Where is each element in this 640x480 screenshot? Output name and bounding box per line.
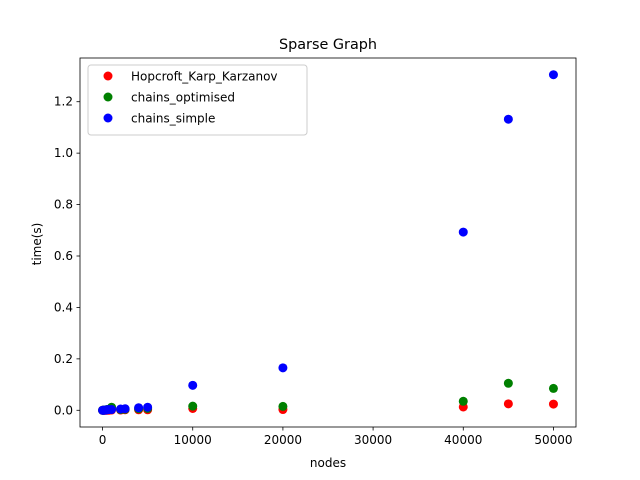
data-point — [188, 380, 198, 390]
plot-area: 0 10000 20000 30000 40000 50000 0.0 0.2 0.4 0.6 0.… — [54, 57, 577, 447]
x-tick-label: 40000 — [444, 433, 482, 447]
axes-frame — [79, 57, 577, 428]
data-point — [278, 363, 288, 373]
legend-marker — [103, 71, 113, 81]
data-point — [548, 70, 558, 80]
legend-marker — [103, 113, 113, 123]
y-tick-label: 0.2 — [54, 352, 73, 366]
data-point — [503, 114, 513, 124]
data-point — [503, 399, 513, 409]
x-tick-label: 20000 — [264, 433, 302, 447]
data-point — [107, 405, 117, 415]
x-tick-label: 30000 — [354, 433, 392, 447]
x-tick-label: 50000 — [534, 433, 572, 447]
data-point — [503, 378, 513, 388]
legend-label: chains_optimised — [131, 91, 235, 105]
chart-title: Sparse Graph — [279, 37, 377, 53]
y-tick-label: 0.4 — [54, 300, 73, 314]
legend-marker — [103, 92, 113, 102]
x-tick-label: 0 — [99, 433, 107, 447]
data-point — [134, 403, 144, 413]
data-point — [278, 401, 288, 411]
legend: Hopcroft_Karp_Karzanov chains_optimisedch… — [87, 64, 308, 136]
data-point — [120, 404, 130, 414]
y-tick-label: 1.2 — [54, 95, 73, 109]
data-point — [548, 399, 558, 409]
data-point — [458, 396, 468, 406]
x-tick-label: 10000 — [174, 433, 212, 447]
series-2-points — [98, 70, 558, 415]
y-tick-label: 0.8 — [54, 198, 73, 212]
data-point — [548, 383, 558, 393]
legend-box — [87, 64, 308, 136]
legend-label: Hopcroft_Karp_Karzanov — [131, 70, 278, 84]
x-axis-label: nodes — [310, 456, 346, 470]
y-tick-label: 0.6 — [54, 249, 73, 263]
legend-label: chains_simple — [131, 112, 215, 126]
y-tick-label: 1.0 — [54, 146, 73, 160]
y-tick-label: 0.0 — [54, 403, 73, 417]
data-point — [143, 402, 153, 412]
y-axis-label: time(s) — [30, 223, 44, 266]
data-point — [458, 227, 468, 237]
data-point — [188, 401, 198, 411]
